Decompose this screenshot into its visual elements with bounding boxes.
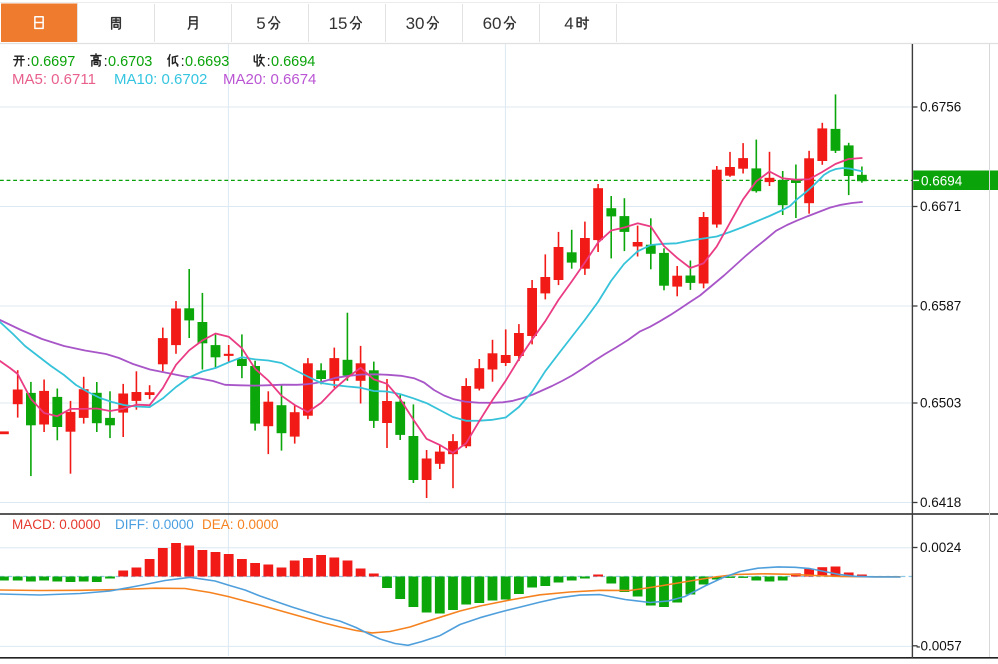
svg-text::: : — [104, 54, 108, 70]
svg-text:0.6703: 0.6703 — [108, 54, 152, 70]
svg-text:30: 30 — [406, 14, 425, 33]
svg-text:0.6694: 0.6694 — [271, 54, 315, 70]
svg-text::: : — [267, 54, 271, 70]
svg-text:0.6756: 0.6756 — [920, 100, 961, 115]
svg-text:0.6671: 0.6671 — [920, 199, 961, 214]
svg-text:MACD: 0.0000: MACD: 0.0000 — [12, 517, 101, 532]
svg-text:-0.0057: -0.0057 — [916, 638, 962, 653]
svg-text:60: 60 — [483, 14, 502, 33]
svg-text:DIFF: 0.0000: DIFF: 0.0000 — [115, 517, 194, 532]
svg-text:MA20: 0.6674: MA20: 0.6674 — [223, 71, 316, 88]
svg-text:5: 5 — [256, 14, 265, 33]
svg-text::: : — [181, 54, 185, 70]
svg-text:DEA: 0.0000: DEA: 0.0000 — [202, 517, 279, 532]
svg-text:15: 15 — [329, 14, 348, 33]
svg-text:0.6694: 0.6694 — [921, 173, 963, 188]
svg-text:0.6697: 0.6697 — [31, 54, 75, 70]
svg-text:4: 4 — [564, 14, 573, 33]
svg-text:0.6587: 0.6587 — [920, 299, 961, 314]
svg-text:0.6503: 0.6503 — [920, 396, 961, 411]
svg-text:MA5: 0.6711: MA5: 0.6711 — [12, 71, 96, 88]
svg-text:0.0024: 0.0024 — [920, 540, 962, 555]
svg-text::: : — [27, 54, 31, 70]
svg-text:0.6693: 0.6693 — [185, 54, 229, 70]
svg-text:MA10: 0.6702: MA10: 0.6702 — [114, 71, 207, 88]
svg-text:0.6418: 0.6418 — [920, 495, 961, 510]
